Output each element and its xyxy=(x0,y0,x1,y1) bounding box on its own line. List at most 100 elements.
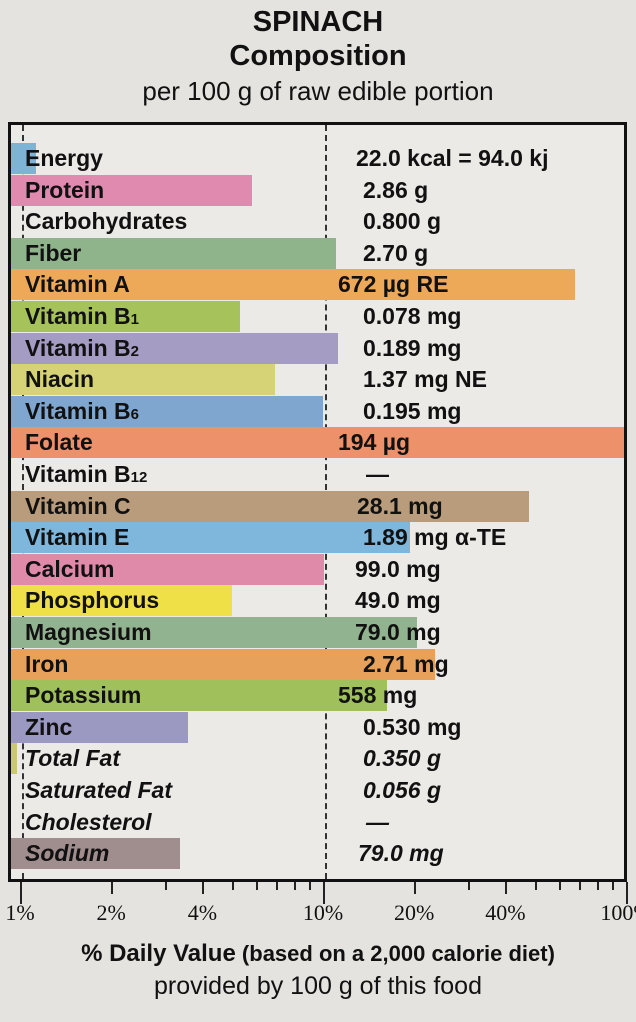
bar-row: Iron 2.71 mg xyxy=(11,648,624,680)
major-tick xyxy=(20,882,22,904)
row-label: Carbohydrates xyxy=(25,208,187,235)
row-label: Cholesterol xyxy=(25,809,152,836)
bar-row: Vitamin A 672 µg RE xyxy=(11,269,624,301)
row-label: Phosphorus xyxy=(25,587,159,614)
bar xyxy=(11,553,325,585)
minor-tick xyxy=(293,882,296,890)
row-label: Vitamin B12 xyxy=(25,461,147,488)
row-amount: 2.86 g xyxy=(363,176,429,203)
bar-row: Folate 194 µg xyxy=(11,427,624,459)
minor-tick xyxy=(612,882,615,890)
bar-row: Carbohydrates 0.800 g xyxy=(11,206,624,237)
major-tick xyxy=(202,882,205,894)
bar-row: Vitamin B6 0.195 mg xyxy=(11,395,624,427)
major-tick xyxy=(323,882,325,904)
row-label: Vitamin B6 xyxy=(25,398,139,425)
minor-tick xyxy=(276,882,279,890)
x-axis: 1% 2% 4% 10% 20% 40% 100% xyxy=(0,882,636,925)
bar-row: Vitamin B1 0.078 mg xyxy=(11,301,624,332)
bar-row: Fiber 2.70 g xyxy=(11,237,624,269)
bar-row: Sodium 79.0 mg xyxy=(11,838,624,870)
row-label-text: Vitamin C xyxy=(25,492,131,519)
minor-tick xyxy=(231,882,234,890)
bar-row: Protein 2.86 g xyxy=(11,174,624,206)
row-amount: 79.0 mg xyxy=(355,619,441,645)
row-amount: 1.89 mg α-TE xyxy=(363,524,507,551)
row-label: Calcium xyxy=(25,556,114,583)
major-tick xyxy=(111,882,114,894)
row-label-text: Protein xyxy=(25,176,105,203)
minor-tick xyxy=(309,882,312,890)
row-label: Vitamin C xyxy=(25,493,131,520)
row-label: Folate xyxy=(25,429,93,456)
plot-area: Energy 22.0 kcal = 94.0 kj Protein 2.86 g Ca… xyxy=(8,122,627,882)
bar xyxy=(11,490,529,522)
row-label-text: Magnesium xyxy=(25,619,152,645)
major-tick xyxy=(505,882,508,894)
row-label-subscript: 12 xyxy=(130,469,148,486)
tick-label: 40% xyxy=(485,900,526,925)
tick-label: 20% xyxy=(394,900,435,925)
row-amount: 28.1 mg xyxy=(357,492,443,519)
row-amount: 49.0 mg xyxy=(355,587,441,614)
x-axis-label-line2: provided by 100 g of this food xyxy=(153,972,482,1000)
row-label: Vitamin B2 xyxy=(25,335,139,362)
bar-row: Magnesium 79.0 mg xyxy=(11,617,624,648)
bar xyxy=(11,237,336,269)
bar-row: Niacin 1.37 mg NE xyxy=(11,364,624,396)
chart-subtitle: Composition xyxy=(229,40,407,72)
row-amount: 22.0 kcal = 94.0 kj xyxy=(356,145,549,171)
row-label-text: Saturated Fat xyxy=(25,777,172,803)
row-label-text: Iron xyxy=(25,650,69,677)
bar xyxy=(11,143,36,174)
row-label: Niacin xyxy=(25,366,94,393)
minor-tick xyxy=(255,882,258,890)
bar xyxy=(11,743,17,775)
bar-row: Total Fat 0.350 g xyxy=(11,743,624,775)
row-label: Sodium xyxy=(25,840,109,867)
row-label-text: Folate xyxy=(25,429,93,456)
row-amount: 0.350 g xyxy=(363,745,441,772)
row-amount: 1.37 mg NE xyxy=(363,366,487,393)
row-label-text: Niacin xyxy=(25,366,95,393)
row-label: Protein xyxy=(25,177,104,204)
row-label-subscript: 2 xyxy=(130,342,139,360)
row-label: Total Fat xyxy=(25,745,120,772)
bar xyxy=(11,648,435,680)
tick-label: 10% xyxy=(302,900,344,925)
chart-title: SPINACH xyxy=(252,6,384,38)
row-label-text: Vitamin B xyxy=(25,461,131,487)
row-label-text: Vitamin B xyxy=(25,397,131,424)
row-label-text: Vitamin E xyxy=(25,524,130,551)
row-label: Saturated Fat xyxy=(25,777,172,804)
major-tick xyxy=(626,882,628,904)
row-label: Energy xyxy=(25,145,103,172)
minor-tick xyxy=(164,882,167,890)
bar-row: Vitamin B12 — xyxy=(11,459,624,490)
bar xyxy=(11,680,388,712)
row-label-text: Carbohydrates xyxy=(25,208,188,235)
row-label-text: Calcium xyxy=(25,555,115,582)
row-amount: 0.189 mg xyxy=(363,334,462,361)
row-label: Iron xyxy=(25,651,68,678)
bar xyxy=(11,838,180,870)
row-amount: 2.70 g xyxy=(363,239,429,266)
x-axis-label: % Daily Value (based on a 2,000 calorie … xyxy=(0,940,636,968)
minor-tick xyxy=(534,882,537,890)
bar xyxy=(11,617,417,648)
row-label-text: Fiber xyxy=(25,239,82,266)
bar xyxy=(11,364,275,396)
x-axis-label-bold: % Daily Value xyxy=(81,940,236,967)
bar xyxy=(11,585,232,617)
row-label: Vitamin E xyxy=(25,524,129,551)
row-amount: 0.195 mg xyxy=(363,397,462,424)
tick-label: 2% xyxy=(96,900,126,925)
row-label-subscript: 6 xyxy=(130,405,139,423)
bar-row: Vitamin E 1.89 mg α-TE xyxy=(11,522,624,554)
bar-row: Saturated Fat 0.056 g xyxy=(11,775,624,806)
bar-row: Vitamin B2 0.189 mg xyxy=(11,332,624,364)
bar-row: Vitamin C 28.1 mg xyxy=(11,490,624,522)
row-amount: 0.800 g xyxy=(363,208,441,235)
row-label-text: Potassium xyxy=(25,682,142,709)
bar-row: Phosphorus 49.0 mg xyxy=(11,585,624,617)
